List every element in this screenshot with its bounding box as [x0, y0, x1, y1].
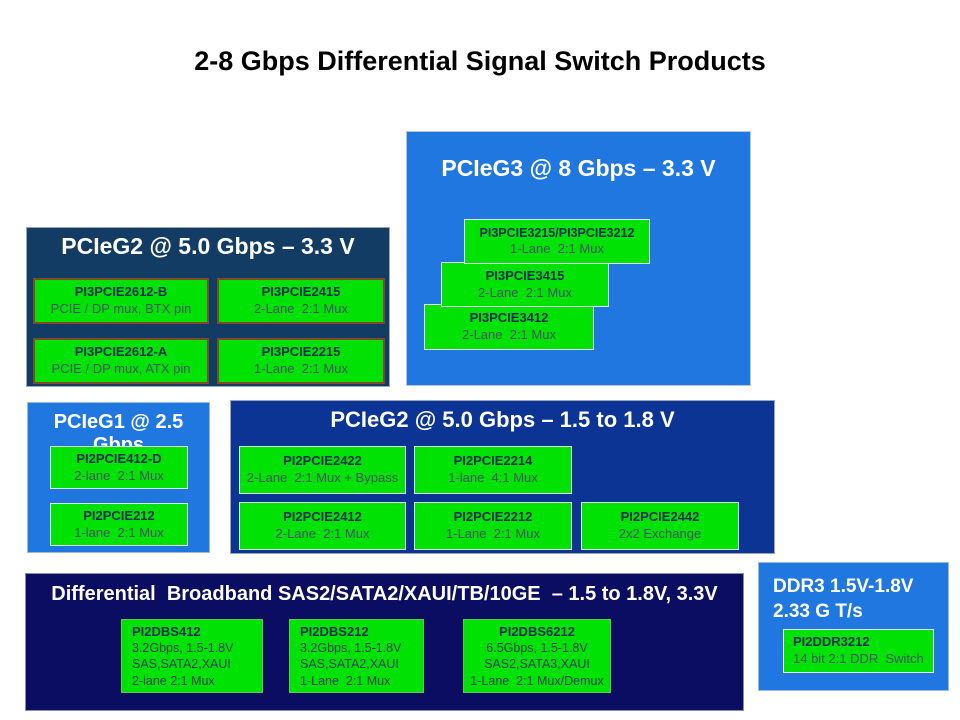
- product-desc: 2-lane 2:1 Mux: [74, 467, 164, 483]
- product-pi3pcie3412: PI3PCIE3412 2-Lane 2:1 Mux: [424, 304, 594, 350]
- product-pi2pcie2214: PI2PCIE2214 1-lane 4:1 Mux: [414, 446, 572, 494]
- product-spec-line: SAS,SATA2,XAUI: [300, 657, 399, 672]
- product-pi2ddr3212: PI2DDR3212 14 bit 2:1 DDR Switch: [783, 629, 934, 673]
- product-pi2dbs412: PI2DBS412 3.2Gbps, 1.5-1.8V SAS,SATA2,XA…: [121, 619, 263, 693]
- product-desc: 14 bit 2:1 DDR Switch: [793, 651, 924, 666]
- product-spec-line: 3.2Gbps, 1.5-1.8V: [300, 640, 402, 655]
- product-pi2pcie412-d: PI2PCIE412-D 2-lane 2:1 Mux: [50, 446, 188, 489]
- product-pi3pcie2612-a: PI3PCIE2612-A PCIE / DP mux, ATX pin: [33, 338, 209, 384]
- product-pi2dbs6212: PI2DBS6212 6.5Gbps, 1.5-1.8V SAS2,SATA3,…: [463, 619, 611, 693]
- product-name: PI2DBS6212: [499, 623, 575, 639]
- group-pcieg1: PCIeG1 @ 2.5 Gbps PI2PCIE412-D 2-lane 2:…: [27, 402, 210, 553]
- product-name: PI2DBS412: [132, 623, 201, 639]
- product-name: PI3PCIE3415: [485, 267, 565, 283]
- product-pi2pcie2422: PI2PCIE2422 2-Lane 2:1 Mux + Bypass: [239, 446, 406, 494]
- product-name: PI3PCIE2215: [261, 344, 341, 360]
- group-differential-broadband-header: Differential Broadband SAS2/SATA2/XAUI/T…: [51, 583, 718, 605]
- product-desc: 1-Lane 2:1 Mux: [446, 526, 540, 541]
- product-name: PI2PCIE2214: [453, 453, 533, 469]
- product-name: PI2PCIE2212: [453, 509, 533, 525]
- product-desc: PCIE / DP mux, ATX pin: [51, 361, 191, 376]
- product-spec-line: 2-lane 2:1 Mux: [132, 673, 215, 688]
- product-desc: 2-Lane 2:1 Mux: [275, 526, 370, 541]
- product-name: PI2PCIE2422: [283, 453, 362, 469]
- product-name: PI3PCIE2612-A: [74, 344, 168, 360]
- group-ddr3-header: DDR3 1.5V-1.8V 2.33 G T/s: [773, 574, 948, 624]
- product-name: PI3PCIE2612-B: [74, 284, 168, 300]
- product-spec-line: 1-Lane 2:1 Mux/Demux: [470, 673, 604, 688]
- group-differential-broadband: Differential Broadband SAS2/SATA2/XAUI/T…: [25, 573, 744, 711]
- product-name: PI2PCIE412-D: [76, 450, 162, 466]
- product-pi2pcie2212: PI2PCIE2212 1-Lane 2:1 Mux: [414, 502, 572, 550]
- product-name: PI2PCIE2412: [283, 509, 362, 525]
- product-desc: 2-Lane 2:1 Mux: [478, 284, 572, 300]
- product-name: PI3PCIE3215/PI3PCIE3212: [479, 225, 635, 240]
- product-name: PI3PCIE2415: [261, 284, 341, 300]
- group-pcieg2-1v5-1v8-header: PCIeG2 @ 5.0 Gbps – 1.5 to 1.8 V: [330, 407, 675, 432]
- product-desc: PCIE / DP mux, BTX pin: [50, 301, 192, 316]
- group-pcieg2-1v5-1v8: PCIeG2 @ 5.0 Gbps – 1.5 to 1.8 V PI2PCIE…: [230, 400, 775, 554]
- product-name: PI2PCIE2442: [620, 509, 700, 525]
- product-name: PI3PCIE3412: [469, 310, 549, 326]
- product-desc: 2-Lane 2:1 Mux + Bypass: [246, 470, 399, 485]
- product-pi2dbs212: PI2DBS212 3.2Gbps, 1.5-1.8V SAS,SATA2,XA…: [289, 619, 424, 693]
- product-desc: 1-lane 4:1 Mux: [448, 470, 538, 485]
- product-pi3pcie3215-3212: PI3PCIE3215/PI3PCIE3212 1-Lane 2:1 Mux: [464, 219, 650, 264]
- group-pcieg3: PCIeG3 @ 8 Gbps – 3.3 V PI3PCIE3215/PI3P…: [406, 131, 751, 386]
- product-desc: 2x2 Exchange: [618, 526, 702, 541]
- product-name: PI2DDR3212: [793, 634, 870, 650]
- product-desc: 1-lane 2:1 Mux: [74, 524, 164, 540]
- product-pi3pcie2415: PI3PCIE2415 2-Lane 2:1 Mux: [217, 278, 385, 324]
- product-desc: 1-Lane 2:1 Mux: [510, 241, 604, 257]
- product-pi2pcie212: PI2PCIE212 1-lane 2:1 Mux: [50, 503, 188, 546]
- product-pi2pcie2412: PI2PCIE2412 2-Lane 2:1 Mux: [239, 502, 406, 550]
- group-ddr3-header-line2: 2.33 G T/s: [773, 601, 863, 622]
- group-pcieg2-3v3-header: PCIeG2 @ 5.0 Gbps – 3.3 V: [61, 233, 355, 259]
- product-desc: 2-Lane 2:1 Mux: [254, 301, 348, 316]
- product-pi3pcie3415: PI3PCIE3415 2-Lane 2:1 Mux: [441, 262, 609, 307]
- product-spec-line: 3.2Gbps, 1.5-1.8V: [132, 640, 234, 655]
- page-title: 2-8 Gbps Differential Signal Switch Prod…: [194, 46, 766, 76]
- group-pcieg3-header: PCIeG3 @ 8 Gbps – 3.3 V: [441, 155, 716, 181]
- group-pcieg2-3v3: PCIeG2 @ 5.0 Gbps – 3.3 V PI3PCIE2612-B …: [26, 227, 390, 387]
- product-name: PI2PCIE212: [83, 507, 155, 523]
- product-spec-line: SAS2,SATA3,XAUI: [484, 657, 590, 672]
- group-ddr3-header-line1: DDR3 1.5V-1.8V: [773, 576, 914, 597]
- product-pi3pcie2612-b: PI3PCIE2612-B PCIE / DP mux, BTX pin: [33, 278, 209, 324]
- product-spec-line: SAS,SATA2,XAUI: [132, 657, 231, 672]
- group-ddr3: DDR3 1.5V-1.8V 2.33 G T/s PI2DDR3212 14 …: [758, 562, 949, 691]
- product-desc: 2-Lane 2:1 Mux: [462, 327, 556, 342]
- product-name: PI2DBS212: [300, 623, 369, 639]
- product-spec-line: 6.5Gbps, 1.5-1.8V: [486, 640, 588, 655]
- product-spec-line: 1-Lane 2:1 Mux: [300, 673, 391, 688]
- product-pi2pcie2442: PI2PCIE2442 2x2 Exchange: [581, 502, 739, 550]
- product-desc: 1-Lane 2:1 Mux: [254, 361, 348, 376]
- product-pi3pcie2215: PI3PCIE2215 1-Lane 2:1 Mux: [217, 338, 385, 384]
